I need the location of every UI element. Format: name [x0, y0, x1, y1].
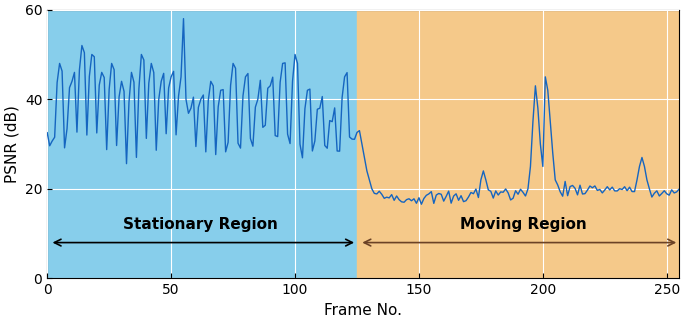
Text: Moving Region: Moving Region: [460, 217, 587, 232]
Y-axis label: PSNR (dB): PSNR (dB): [4, 105, 19, 183]
Bar: [47, 10, 357, 279]
Bar: [357, 10, 682, 279]
X-axis label: Frame No.: Frame No.: [324, 303, 402, 318]
Text: Stationary Region: Stationary Region: [123, 217, 279, 232]
